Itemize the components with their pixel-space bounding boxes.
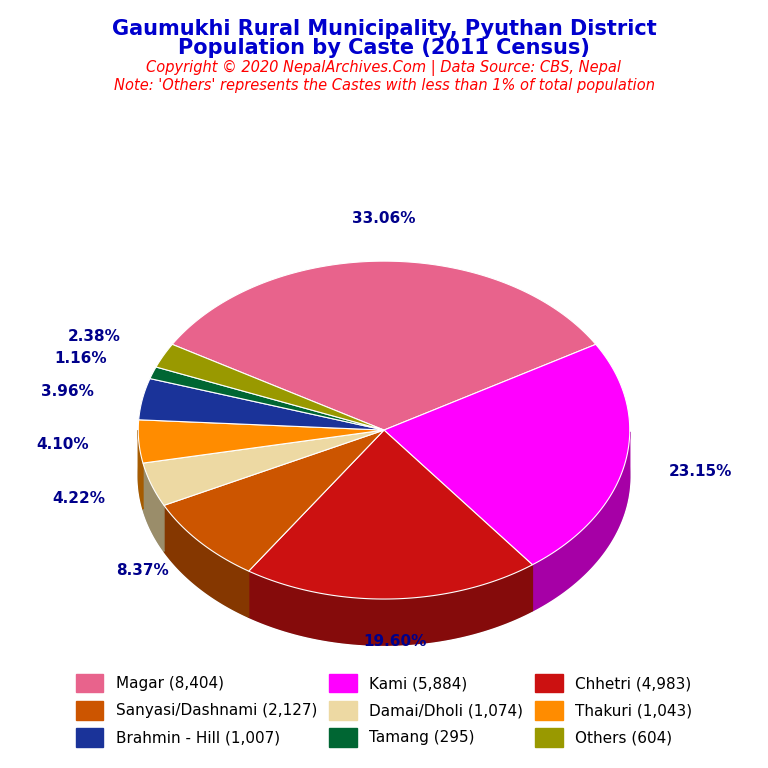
Polygon shape <box>143 463 164 551</box>
Polygon shape <box>139 379 384 430</box>
Polygon shape <box>150 367 384 430</box>
Text: 2.38%: 2.38% <box>68 329 121 344</box>
Polygon shape <box>384 344 630 564</box>
Text: 23.15%: 23.15% <box>669 464 732 478</box>
Polygon shape <box>143 430 384 505</box>
Text: 4.10%: 4.10% <box>36 437 88 452</box>
Ellipse shape <box>138 307 630 645</box>
Polygon shape <box>532 432 630 611</box>
Text: Population by Caste (2011 Census): Population by Caste (2011 Census) <box>178 38 590 58</box>
Polygon shape <box>172 261 596 430</box>
Polygon shape <box>138 420 384 463</box>
Text: Gaumukhi Rural Municipality, Pyuthan District: Gaumukhi Rural Municipality, Pyuthan Dis… <box>111 19 657 39</box>
Polygon shape <box>138 430 143 509</box>
Polygon shape <box>249 430 532 599</box>
Polygon shape <box>164 505 249 617</box>
Text: 1.16%: 1.16% <box>55 351 107 366</box>
Legend: Magar (8,404), Sanyasi/Dashnami (2,127), Brahmin - Hill (1,007), Kami (5,884), D: Magar (8,404), Sanyasi/Dashnami (2,127),… <box>70 667 698 753</box>
Text: 3.96%: 3.96% <box>41 384 94 399</box>
Text: Note: 'Others' represents the Castes with less than 1% of total population: Note: 'Others' represents the Castes wit… <box>114 78 654 94</box>
Polygon shape <box>249 564 532 645</box>
Text: 33.06%: 33.06% <box>353 211 415 227</box>
Text: 19.60%: 19.60% <box>362 634 426 649</box>
Text: Copyright © 2020 NepalArchives.Com | Data Source: CBS, Nepal: Copyright © 2020 NepalArchives.Com | Dat… <box>147 60 621 76</box>
Polygon shape <box>156 344 384 430</box>
Polygon shape <box>164 430 384 571</box>
Text: 4.22%: 4.22% <box>52 491 105 506</box>
Text: 8.37%: 8.37% <box>116 563 169 578</box>
